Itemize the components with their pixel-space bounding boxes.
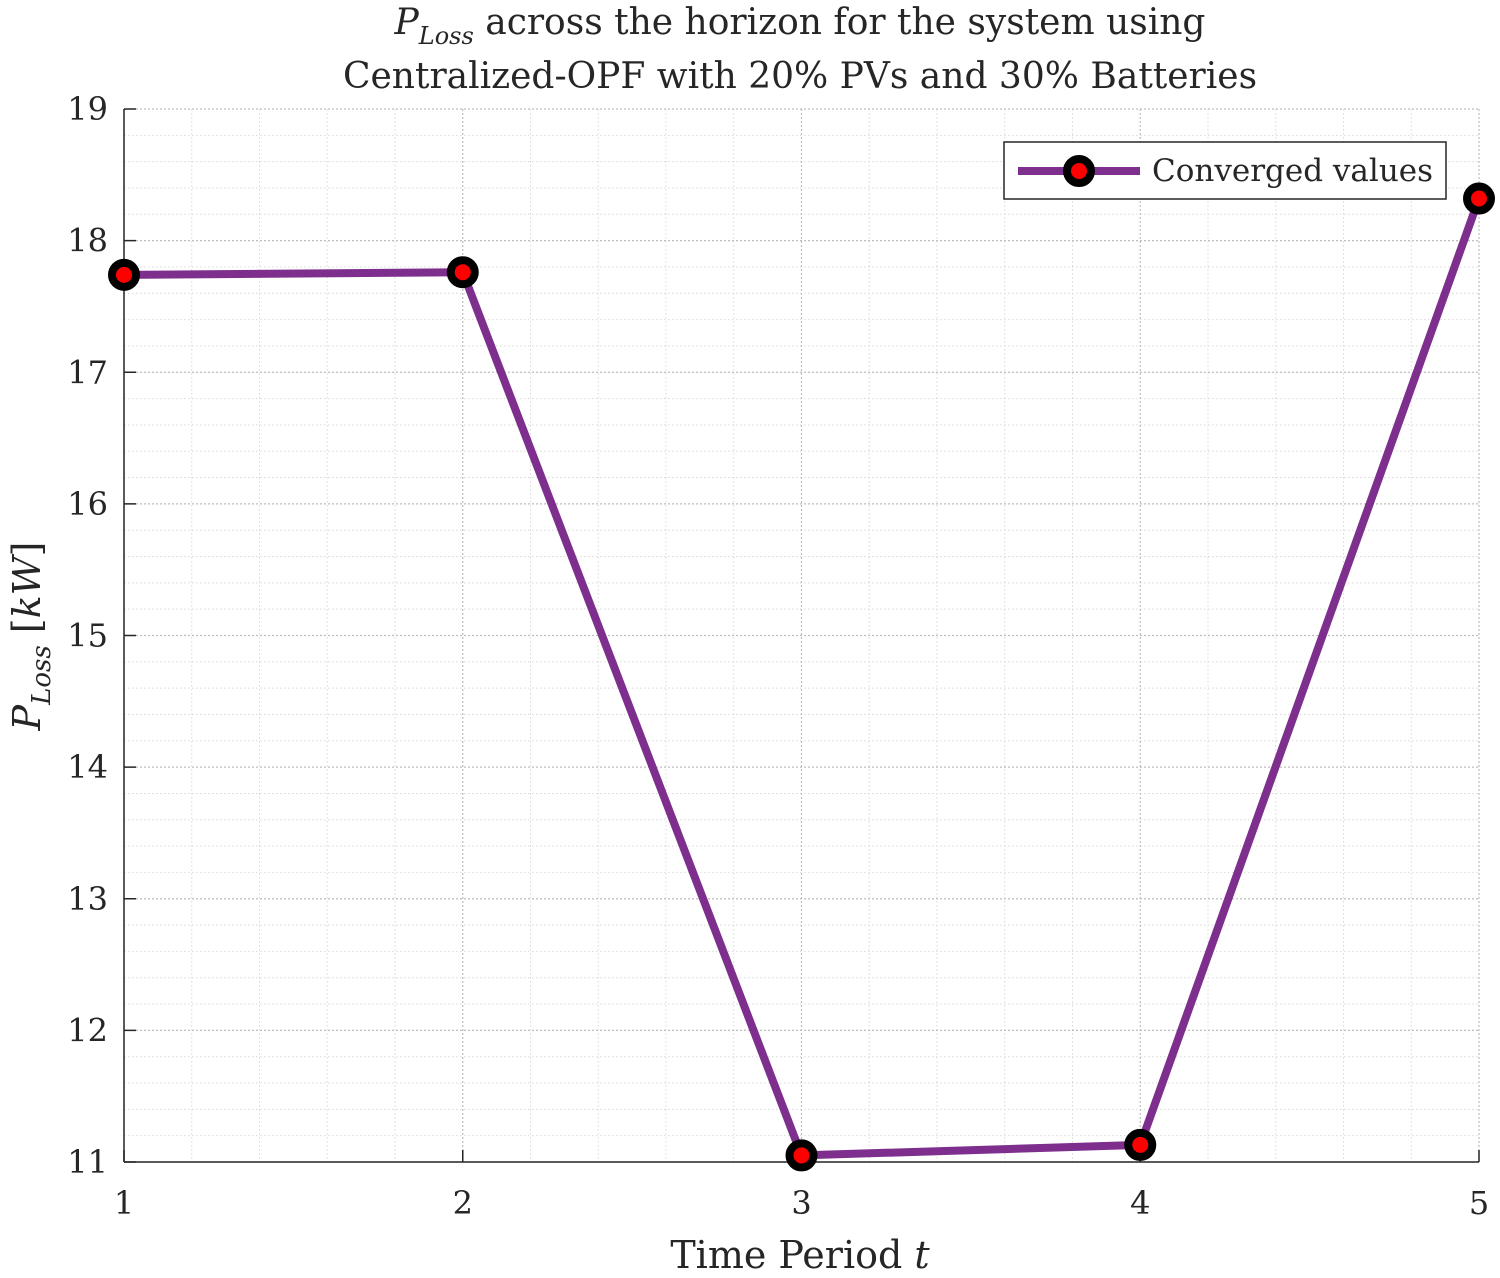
y-tick-label: 17 — [67, 353, 108, 391]
y-tick-label: 12 — [67, 1011, 108, 1049]
y-axis-ticks: 11 12 13 14 15 16 17 18 19 — [67, 90, 136, 1181]
x-tick-label: 2 — [453, 1184, 473, 1222]
y-axis-label-subscript: Loss — [27, 645, 57, 706]
x-tick-label: 3 — [791, 1184, 811, 1222]
y-axis-label-unit: kW — [5, 553, 49, 618]
x-tick-label: 1 — [114, 1184, 134, 1222]
legend-marker-sample — [1063, 155, 1095, 187]
y-tick-label: 16 — [67, 485, 108, 523]
y-tick-label: 11 — [67, 1143, 108, 1181]
x-axis-label-text: Time Period — [670, 1233, 914, 1274]
y-axis-label-symbol: P — [5, 704, 49, 732]
data-point — [446, 256, 479, 289]
legend-entry-label: Converged values — [1152, 153, 1433, 189]
y-tick-label: 19 — [67, 90, 108, 128]
title-symbol-subscript: Loss — [418, 22, 474, 50]
data-point — [1124, 1128, 1157, 1161]
data-point — [785, 1139, 818, 1172]
chart-title-line-1: PLoss across the horizon for the system … — [394, 2, 1206, 50]
data-point — [108, 258, 140, 291]
legend: Converged values — [1003, 141, 1447, 200]
y-axis-label-unit-open: [ — [5, 618, 49, 645]
y-axis-label: PLoss [kW] — [5, 541, 57, 731]
y-tick-label: 13 — [67, 880, 108, 918]
y-tick-label: 15 — [67, 617, 108, 655]
data-point — [1463, 182, 1495, 215]
x-axis-label-variable: t — [914, 1233, 930, 1274]
x-axis-label: Time Period t — [670, 1233, 930, 1274]
series-layer — [108, 182, 1495, 1172]
x-axis-ticks: 1 2 3 4 5 — [114, 1150, 1489, 1222]
y-tick-label: 14 — [67, 748, 108, 786]
chart-title-line-2: Centralized-OPF with 20% PVs and 30% Bat… — [343, 56, 1257, 97]
y-tick-label: 18 — [67, 222, 108, 260]
x-tick-label: 4 — [1130, 1184, 1150, 1222]
title-symbol: P — [394, 2, 420, 43]
y-axis-label-unit-close: ] — [5, 541, 49, 556]
title-line-1-rest: across the horizon for the system using — [474, 2, 1206, 43]
x-tick-label: 5 — [1469, 1184, 1489, 1222]
